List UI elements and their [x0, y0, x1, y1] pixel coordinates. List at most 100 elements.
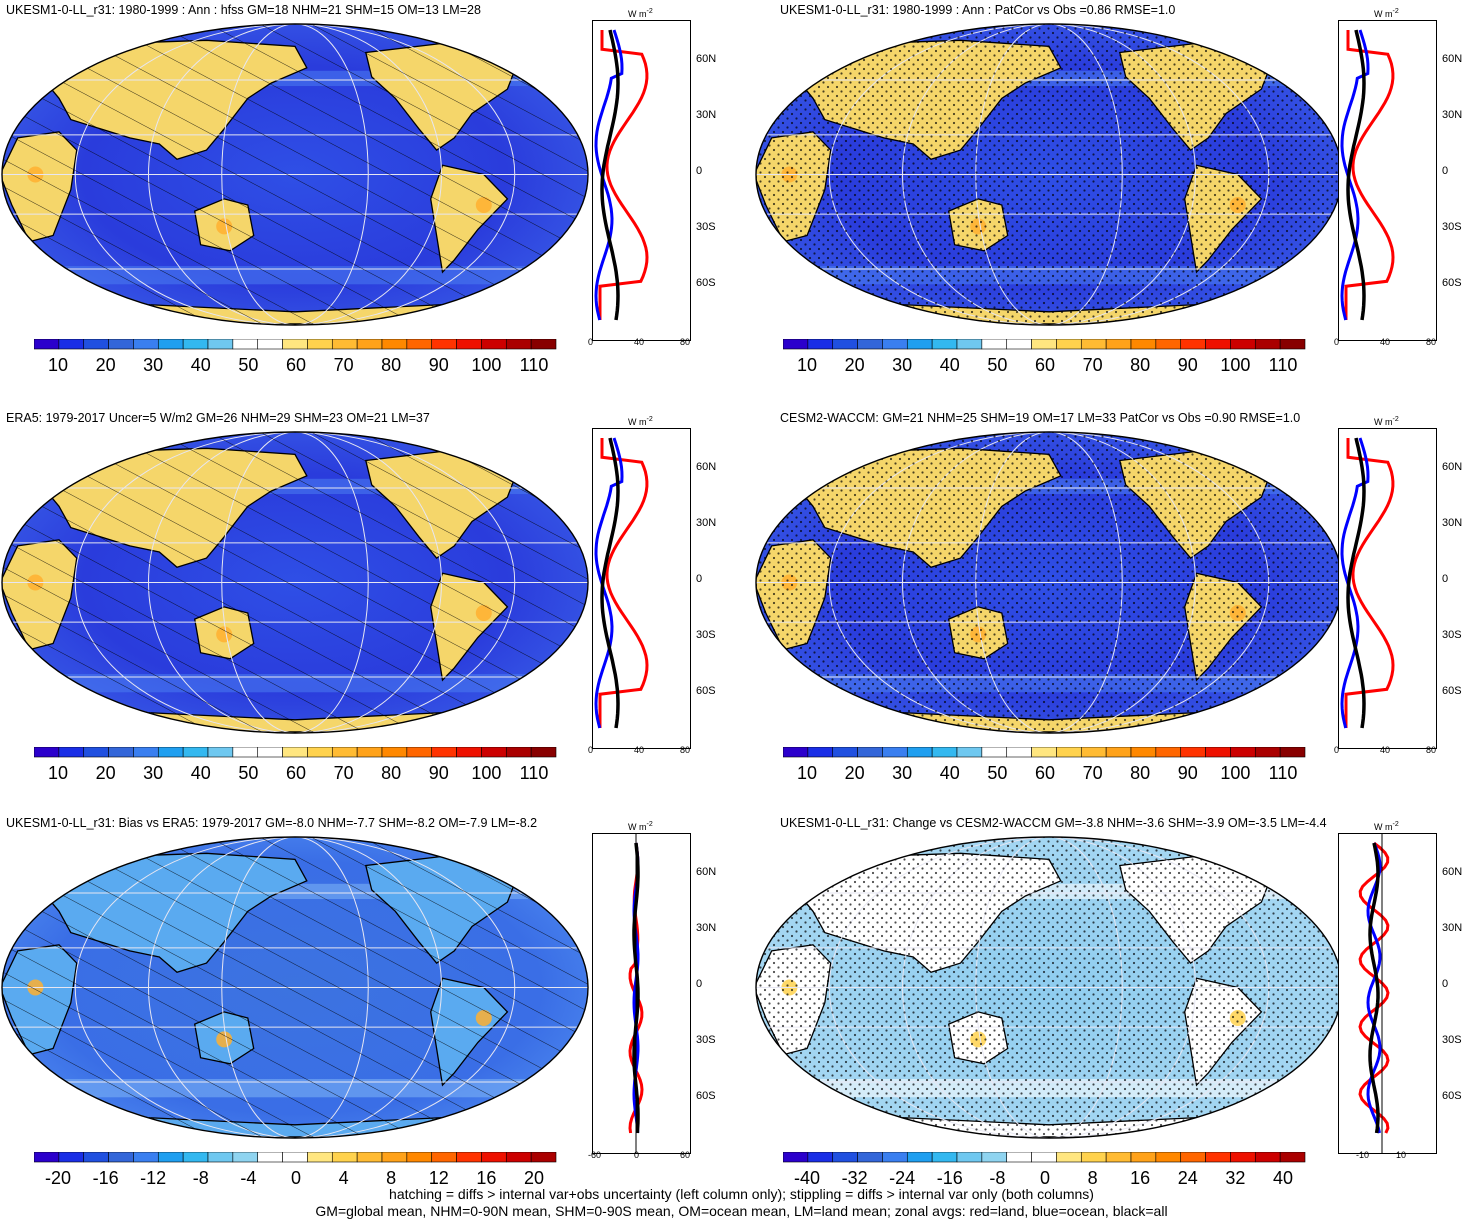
colorbar-swatch — [807, 339, 834, 350]
zonal-axis-tick-label: 40 — [1380, 745, 1391, 755]
zonal-frame — [1338, 428, 1437, 749]
colorbar-swatch — [931, 339, 958, 350]
colorbar-swatch — [207, 339, 234, 350]
colorbar-swatch — [1205, 747, 1231, 758]
latitude-label: 0 — [1442, 573, 1449, 585]
colorbar-swatch — [906, 339, 933, 350]
colorbar-tick-label: 110 — [1268, 763, 1298, 783]
stippling-overlay — [756, 432, 1342, 733]
colorbar-swatch — [857, 747, 883, 758]
colorbar-swatch — [956, 747, 983, 758]
latitude-label: 0 — [696, 573, 703, 585]
colorbar — [34, 339, 557, 350]
colorbar — [34, 747, 557, 758]
colorbar-swatch — [882, 747, 908, 758]
zonal-plot-area — [592, 833, 691, 1154]
colorbar-tick-label: 60 — [285, 355, 307, 375]
colorbar-swatch — [1105, 339, 1132, 350]
colorbar-swatch — [1105, 747, 1132, 758]
colorbar-tick-label: 20 — [844, 763, 865, 783]
colorbar-swatch — [108, 747, 134, 758]
latitude-label: 60S — [1442, 1090, 1462, 1102]
colorbar-swatch — [1279, 339, 1306, 350]
colorbar-swatch — [1130, 747, 1157, 758]
latitude-label: 30S — [696, 1034, 716, 1046]
colorbar-swatch — [381, 339, 408, 350]
colorbar-tick-label: 8 — [386, 1168, 397, 1188]
colorbar-tick-label: -32 — [841, 1168, 868, 1188]
colorbar-tick-label: 50 — [238, 355, 259, 375]
colorbar-swatch — [34, 1152, 60, 1163]
colorbar-swatch — [331, 1152, 358, 1163]
zonal-axis-tick-label: 80 — [1426, 745, 1437, 755]
colorbar-swatch — [58, 747, 85, 758]
latitude-label: 60N — [1442, 461, 1463, 473]
colorbar-swatch — [481, 747, 507, 758]
zonal-mean-plot: W m-2 60N 30N 0 30S 60S -10 10 — [1338, 821, 1478, 1166]
zonal-frame — [592, 20, 691, 341]
colorbar-swatch — [182, 339, 209, 350]
zonal-mean-plot: W m-2 60N 30N 0 30S 60S 0 40 80 — [1334, 416, 1478, 761]
zonal-frame — [1338, 833, 1437, 1154]
colorbar-swatch — [530, 339, 557, 350]
colorbar-swatch — [1031, 339, 1057, 350]
colorbar — [34, 1152, 557, 1163]
colorbar-swatch — [832, 339, 858, 350]
continent-greenland — [1284, 444, 1322, 468]
colorbar-tick-label: 16 — [1130, 1168, 1151, 1188]
continent-greenland — [1284, 36, 1322, 60]
colorbar-swatch — [956, 339, 983, 350]
colorbar-swatch — [381, 747, 408, 758]
latitude-label: 60S — [696, 277, 716, 289]
zonal-line-all — [1346, 29, 1366, 321]
zonal-plot-area — [1338, 20, 1437, 341]
colorbar-swatch — [783, 1152, 809, 1163]
colorbar-swatch — [1006, 339, 1032, 350]
colorbar-swatch — [207, 747, 234, 758]
colorbar-tick-label: 8 — [1087, 1168, 1098, 1188]
colorbar-swatch — [1180, 339, 1206, 350]
latitude-label: 0 — [696, 165, 703, 177]
colorbar-swatch — [257, 339, 283, 350]
colorbar-tick-label: -8 — [989, 1168, 1006, 1188]
world-map — [1, 23, 589, 326]
colorbar-swatch — [1180, 1152, 1206, 1163]
colorbar-swatch — [232, 747, 259, 758]
colorbar — [783, 747, 1306, 758]
latitude-label: 0 — [1442, 165, 1449, 177]
colorbar-swatch — [1031, 747, 1057, 758]
colorbar-tick-label: 30 — [143, 355, 164, 375]
continent-greenland — [530, 36, 568, 60]
colorbar-swatch — [157, 339, 184, 350]
latitude-label: 30S — [1442, 1034, 1462, 1046]
zonal-axis-tick-label: -60 — [588, 1150, 602, 1160]
colorbar-swatch — [307, 747, 333, 758]
colorbar-swatch — [232, 339, 259, 350]
colorbar-swatch — [857, 1152, 883, 1163]
world-map — [755, 431, 1343, 734]
colorbar-labels: 10 20 30 40 50 60 70 80 90 100 110 — [783, 355, 1307, 377]
zonal-frame — [1338, 20, 1437, 341]
zonal-line-land — [1344, 438, 1395, 728]
colorbar-swatch — [882, 339, 908, 350]
latitude-label: 30N — [1442, 109, 1463, 121]
zonal-mean-plot: W m-2 60N 30N 0 30S 60S -60 0 60 — [588, 821, 732, 1166]
zonal-axis-tick-label: 0 — [1334, 745, 1340, 755]
colorbar-tick-label: 40 — [190, 763, 211, 783]
zonal-units: W m-2 — [1374, 821, 1399, 832]
colorbar-swatch — [307, 339, 333, 350]
latitude-label: 60N — [1442, 53, 1463, 65]
zonal-units: W m-2 — [1374, 416, 1399, 427]
colorbar-swatch — [807, 1152, 834, 1163]
colorbar-tick-label: 10 — [796, 355, 818, 375]
colorbar-swatch — [505, 747, 532, 758]
colorbar-swatch — [83, 747, 109, 758]
colorbar-swatch — [257, 1152, 283, 1163]
map-panel: CESM2-WACCM: GM=21 NHM=25 SHM=19 OM=17 L… — [748, 408, 1483, 808]
colorbar-tick-label: -8 — [192, 1168, 209, 1188]
colorbar-swatch — [356, 1152, 383, 1163]
colorbar — [783, 339, 1306, 350]
zonal-axis-tick-label: 40 — [634, 745, 645, 755]
colorbar-swatch — [331, 339, 358, 350]
colorbar-tick-label: 20 — [844, 355, 865, 375]
